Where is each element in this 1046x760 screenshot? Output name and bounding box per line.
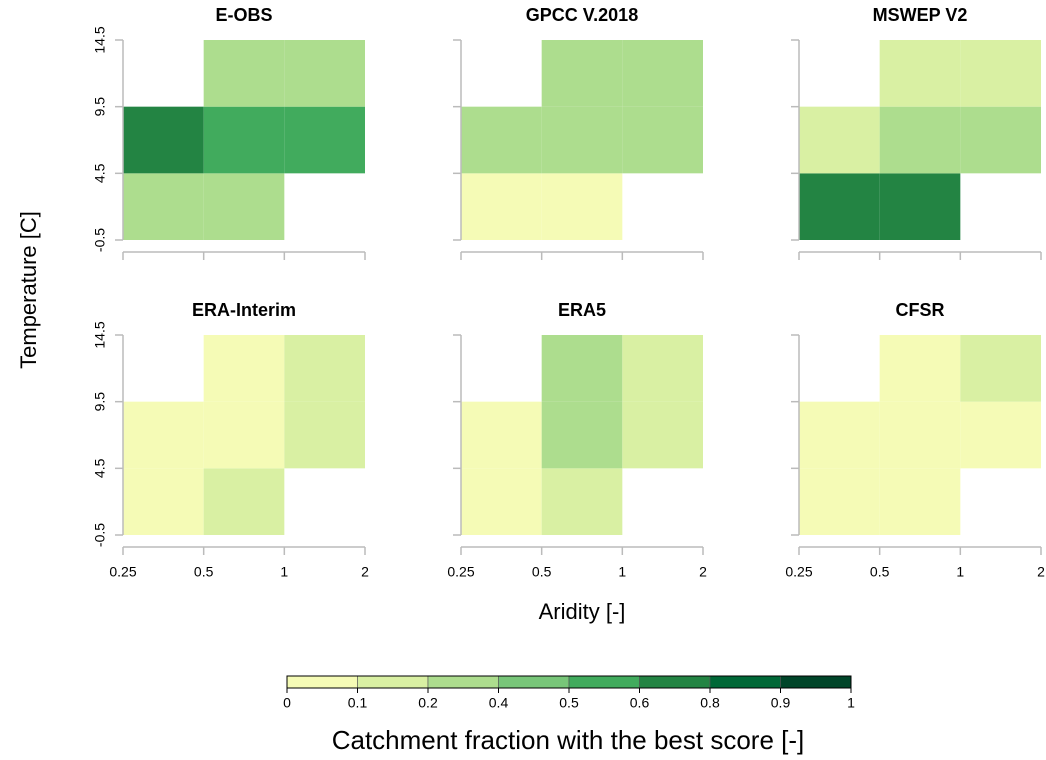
colorbar-tick-label: 0.2: [418, 695, 438, 711]
colorbar-tick-label: 0.4: [489, 695, 509, 711]
colorbar-tick-label: 0: [283, 695, 291, 711]
x-tick-label: 0.25: [785, 564, 812, 580]
x-tick-label: 0.5: [194, 564, 214, 580]
heatmap-cell: [622, 106, 703, 174]
colorbar-bin: [709, 675, 781, 689]
panel-title: ERA5: [558, 300, 606, 320]
heatmap-cell: [123, 401, 204, 469]
colorbar-label: Catchment fraction with the best score […: [332, 725, 805, 755]
heatmap-cell: [799, 401, 880, 469]
heatmap-cell: [541, 335, 623, 402]
heatmap-cell: [284, 335, 365, 402]
heatmap-cell: [203, 335, 285, 402]
panel-title: MSWEP V2: [873, 5, 968, 25]
heatmap-cell: [203, 106, 285, 174]
y-tick-label: 4.5: [92, 163, 108, 183]
heatmap-cell: [622, 335, 703, 402]
heatmap-cell: [461, 401, 542, 469]
colorbar-bin: [498, 675, 570, 689]
y-axis-label: Temperature [C]: [16, 211, 41, 369]
colorbar-bin: [639, 675, 711, 689]
colorbar-tick-label: 0.5: [559, 695, 579, 711]
colorbar-bin: [286, 675, 358, 689]
colorbar-tick-label: 0.1: [348, 695, 368, 711]
y-tick-label: 14.5: [92, 321, 108, 348]
x-tick-label: 0.25: [447, 564, 474, 580]
x-tick-label: 2: [699, 564, 707, 580]
heatmap-cell: [541, 40, 623, 107]
heatmap-cell: [461, 173, 542, 240]
heatmap-cell: [879, 335, 961, 402]
heatmap-cell: [879, 40, 961, 107]
heatmap-cell: [960, 40, 1041, 107]
y-tick-label: 14.5: [92, 26, 108, 53]
heatmap-cell: [203, 401, 285, 469]
panel-title: GPCC V.2018: [526, 5, 638, 25]
heatmap-cell: [799, 106, 880, 174]
x-tick-label: 0.5: [532, 564, 552, 580]
heatmap-cell: [799, 173, 880, 240]
panel-title: E-OBS: [215, 5, 272, 25]
x-tick-label: 1: [956, 564, 964, 580]
heatmap-cell: [123, 106, 204, 174]
x-tick-label: 2: [361, 564, 369, 580]
heatmap-cell: [960, 401, 1041, 469]
colorbar-bin: [568, 675, 640, 689]
heatmap-cell: [123, 173, 204, 240]
heatmap-cell: [461, 468, 542, 535]
heatmap-cell: [799, 468, 880, 535]
colorbar-bin: [357, 675, 429, 689]
y-tick-label: 9.5: [92, 392, 108, 412]
heatmap-cell: [541, 173, 623, 240]
panel-title: CFSR: [896, 300, 945, 320]
x-axis-label: Aridity [-]: [539, 599, 626, 624]
colorbar-tick-label: 0.8: [700, 695, 720, 711]
heatmap-cell: [960, 335, 1041, 402]
heatmap-cell: [284, 106, 365, 174]
y-tick-label: 9.5: [92, 97, 108, 117]
y-tick-label: 4.5: [92, 458, 108, 478]
heatmap-cell: [879, 468, 961, 535]
colorbar-bin: [427, 675, 499, 689]
heatmap-cell: [541, 401, 623, 469]
x-tick-label: 1: [280, 564, 288, 580]
heatmap-cell: [203, 468, 285, 535]
colorbar-tick-label: 0.9: [771, 695, 791, 711]
colorbar-tick-label: 0.6: [630, 695, 650, 711]
heatmap-cell: [203, 40, 285, 107]
x-tick-label: 0.25: [109, 564, 136, 580]
colorbar-bin: [780, 675, 852, 689]
heatmap-cell: [622, 40, 703, 107]
heatmap-cell: [960, 106, 1041, 174]
x-tick-label: 1: [618, 564, 626, 580]
heatmap-cell: [541, 106, 623, 174]
colorbar-tick-label: 1: [847, 695, 855, 711]
heatmap-cell: [879, 106, 961, 174]
heatmap-cell: [879, 173, 961, 240]
heatmap-cell: [879, 401, 961, 469]
panel-title: ERA-Interim: [192, 300, 296, 320]
y-tick-label: -0.5: [92, 523, 108, 547]
heatmap-cell: [203, 173, 285, 240]
heatmap-cell: [123, 468, 204, 535]
heatmap-cell: [284, 40, 365, 107]
x-tick-label: 2: [1037, 564, 1045, 580]
heatmap-cell: [541, 468, 623, 535]
x-tick-label: 0.5: [870, 564, 890, 580]
heatmap-cell: [622, 401, 703, 469]
heatmap-cell: [284, 401, 365, 469]
heatmap-cell: [461, 106, 542, 174]
y-tick-label: -0.5: [92, 228, 108, 252]
